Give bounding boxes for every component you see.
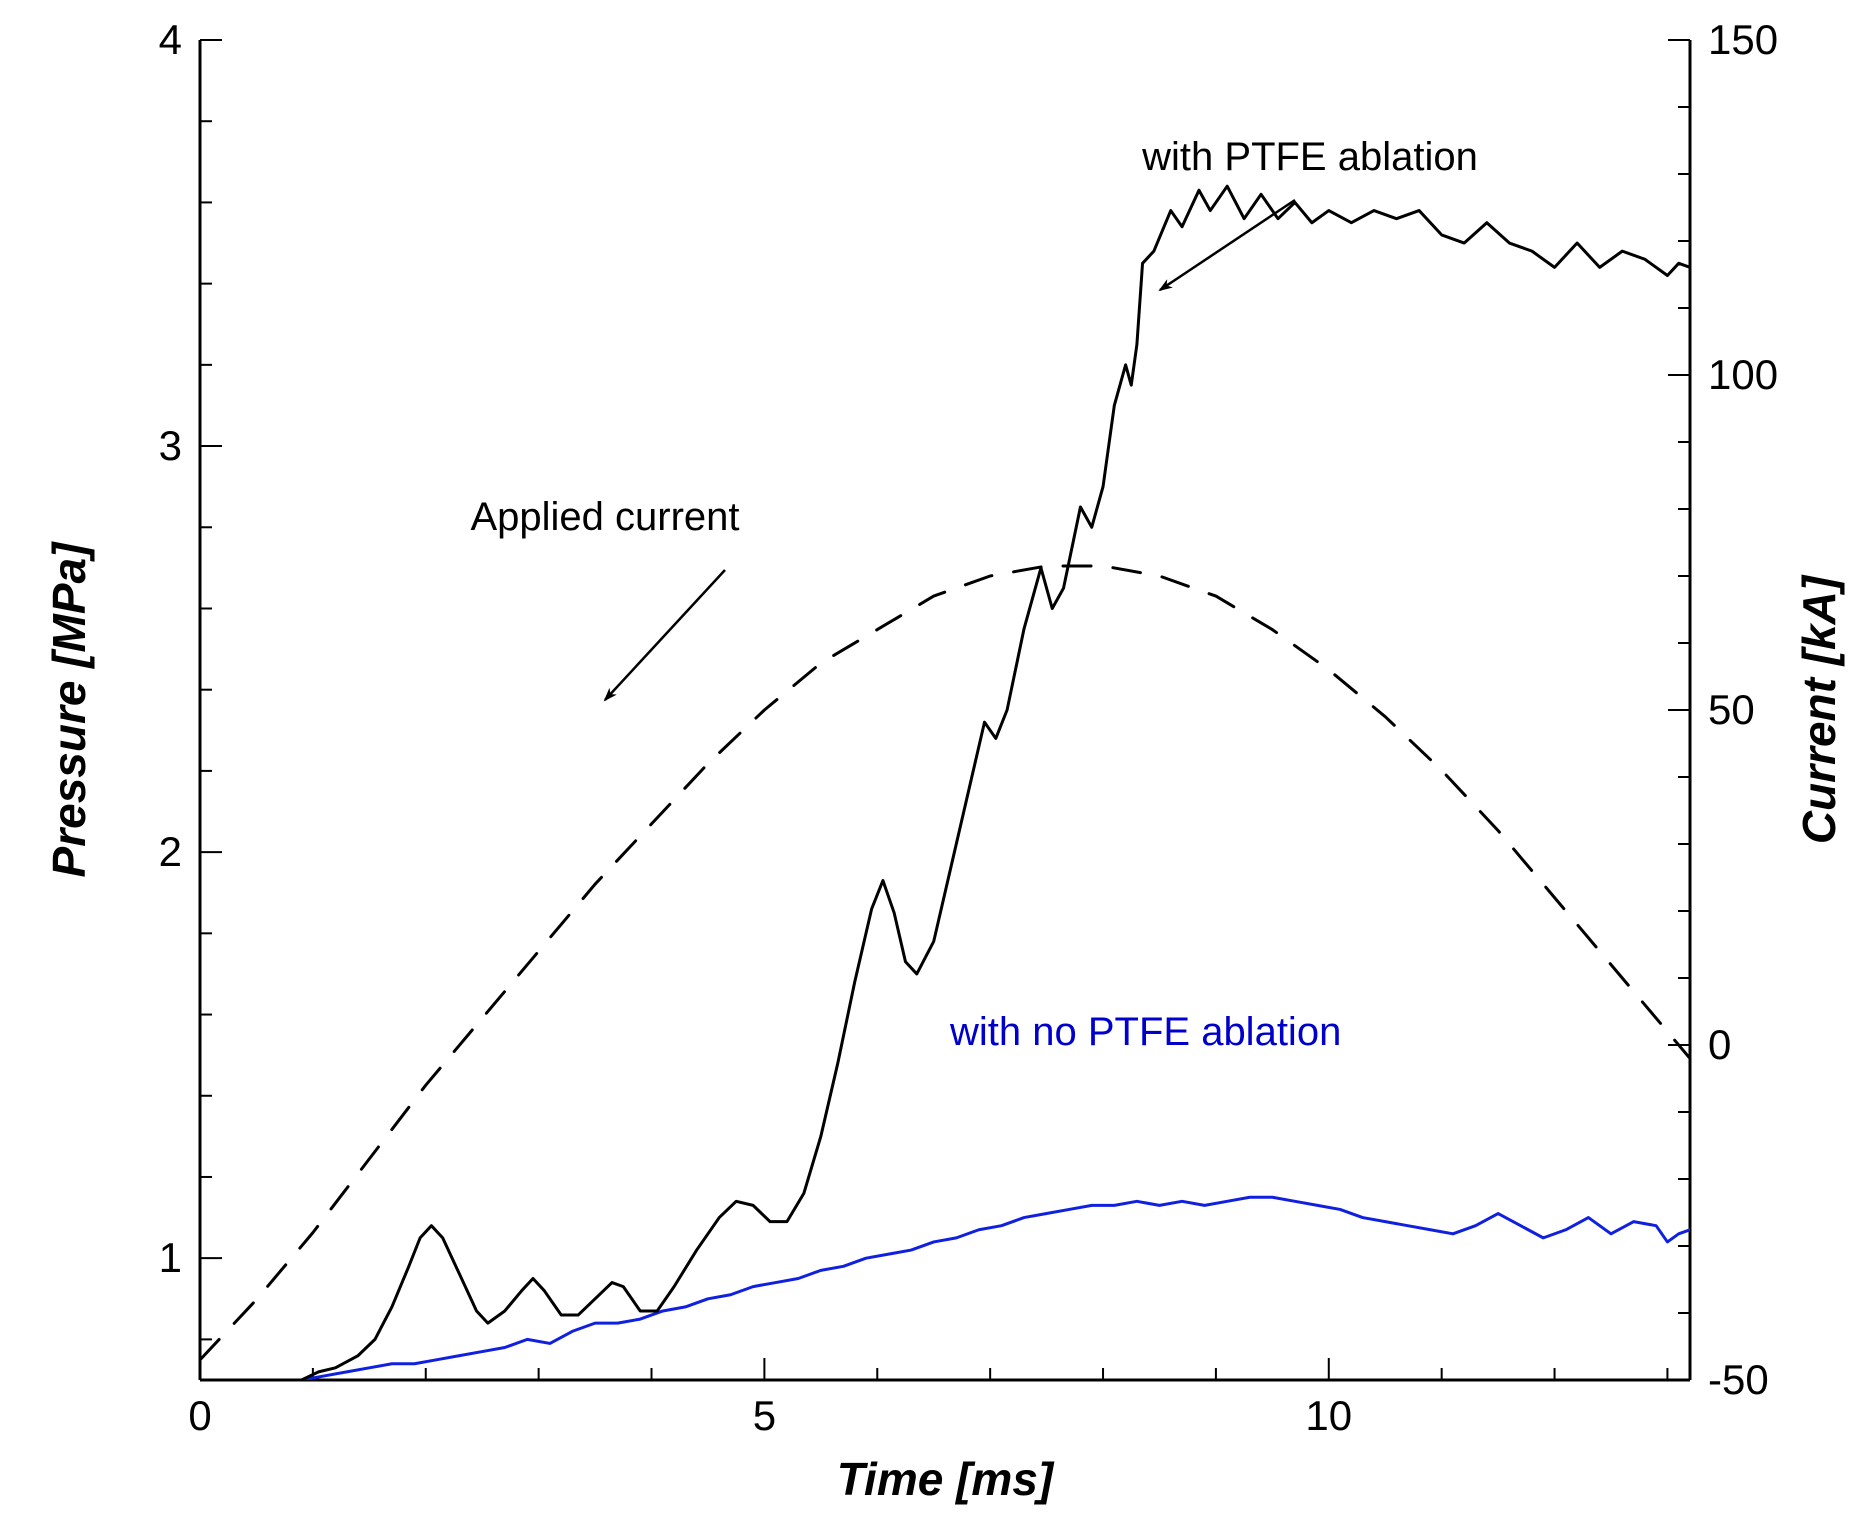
arrow-with-ptfe [1160, 200, 1295, 290]
x-tick-label: 5 [753, 1392, 776, 1439]
annotation-with-ptfe: with PTFE ablation [1141, 135, 1478, 179]
y-right-tick-label: 150 [1708, 16, 1778, 63]
y-right-axis-label: Current [kA] [1793, 574, 1845, 844]
y-right-tick-label: -50 [1708, 1356, 1769, 1403]
y-right-tick-label: 0 [1708, 1021, 1731, 1068]
y-left-tick-label: 3 [159, 422, 182, 469]
x-tick-label: 0 [188, 1392, 211, 1439]
plot-area [200, 186, 1690, 1380]
y-right-tick-label: 50 [1708, 686, 1755, 733]
annotation-no-ptfe: with no PTFE ablation [949, 1010, 1341, 1054]
x-axis-label: Time [ms] [837, 1453, 1055, 1505]
y-left-tick-label: 2 [159, 828, 182, 875]
series-with-ptfe [302, 186, 1690, 1380]
arrow-applied-current [605, 570, 725, 700]
y-left-tick-label: 1 [159, 1234, 182, 1281]
series-no-ptfe [302, 1197, 1690, 1380]
y-right-tick-label: 100 [1708, 351, 1778, 398]
annotation-applied-current: Applied current [470, 495, 739, 539]
x-tick-label: 10 [1305, 1392, 1352, 1439]
y-left-axis-label: Pressure [MPa] [43, 541, 95, 878]
y-left-tick-label: 4 [159, 16, 182, 63]
